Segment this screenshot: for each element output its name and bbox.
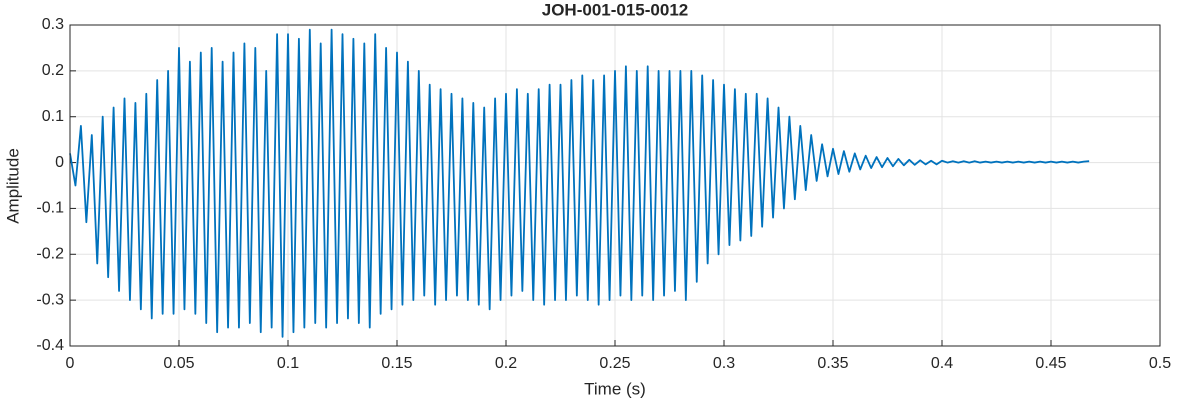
y-tick-label: 0.3	[42, 16, 64, 33]
x-tick-label: 0.15	[381, 355, 412, 372]
y-tick-label: 0.1	[42, 108, 64, 125]
y-tick-label: 0	[55, 154, 64, 171]
y-tick-label: -0.3	[36, 291, 64, 308]
y-tick-label: -0.2	[36, 246, 64, 263]
y-tick-label: -0.4	[36, 337, 64, 354]
y-axis-label: Amplitude	[3, 148, 22, 224]
x-tick-label: 0.4	[931, 355, 953, 372]
x-tick-label: 0.45	[1035, 355, 1066, 372]
x-tick-label: 0.1	[277, 355, 299, 372]
x-axis-label: Time (s)	[584, 379, 646, 398]
x-tick-label: 0.05	[163, 355, 194, 372]
x-tick-label: 0	[66, 355, 75, 372]
plot-frame	[69, 24, 1161, 347]
y-tick-label: 0.2	[42, 62, 64, 79]
x-tick-label: 0.3	[713, 355, 735, 372]
x-tick-label: 0.5	[1149, 355, 1171, 372]
x-tick-label: 0.25	[599, 355, 630, 372]
y-tick-label: -0.1	[36, 200, 64, 217]
waveform-line	[69, 28, 1090, 338]
x-tick-label: 0.2	[495, 355, 517, 372]
chart-title: JOH-001-015-0012	[542, 0, 688, 19]
x-tick-label: 0.35	[817, 355, 848, 372]
